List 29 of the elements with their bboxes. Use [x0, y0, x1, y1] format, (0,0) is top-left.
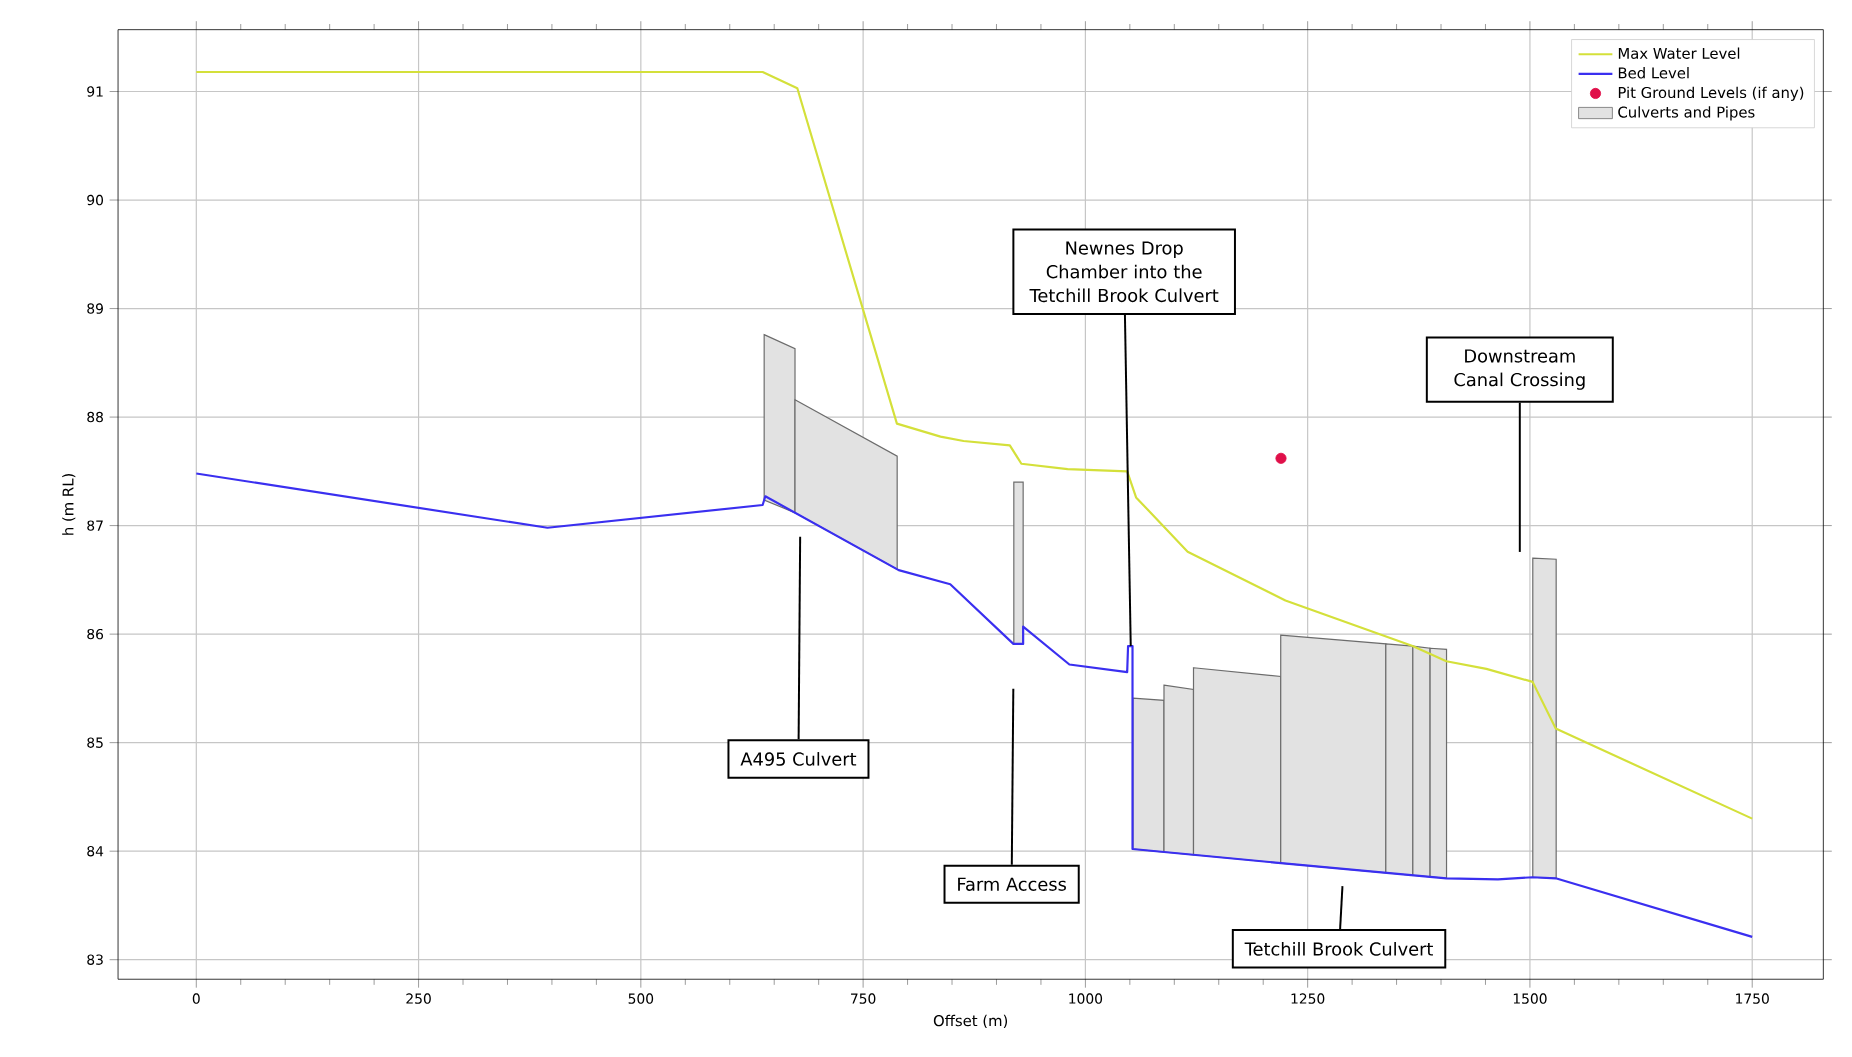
annotation: Tetchill Brook Culvert [1244, 941, 1433, 956]
x-tick-label: 500 [628, 993, 654, 1004]
y-tick-label: 88 [87, 411, 103, 423]
x-axis-title: Offset (m) [933, 1014, 1008, 1028]
annotation: A495 Culvert [740, 751, 857, 766]
line-series [195, 472, 1754, 938]
y-tick-label: 90 [87, 194, 104, 206]
x-tick-label: 1000 [1069, 993, 1103, 1004]
y-tick-label: 86 [87, 628, 104, 640]
x-tick-label: 250 [406, 993, 431, 1004]
y-tick-label: 89 [87, 303, 103, 314]
y-tick-label: 84 [87, 845, 104, 857]
legend-label: Culverts and Pipes [1618, 106, 1755, 121]
legend-label: Pit Ground Levels (if any) [1618, 86, 1804, 101]
x-tick-label: 0 [192, 993, 200, 1004]
y-tick-label: 91 [87, 86, 103, 97]
y-tick-label: 85 [87, 737, 103, 748]
annotation: Newnes Drop Chamber into the Tetchill Brook Culvert [1029, 241, 1219, 302]
legend-label: Max Water Level [1618, 47, 1740, 59]
legend-label: Bed Level [1618, 66, 1689, 79]
x-tick-label: 1250 [1291, 993, 1325, 1004]
x-tick-label: 750 [851, 993, 876, 1004]
y-tick-label: 83 [87, 954, 103, 965]
annotation: Farm Access [958, 877, 1066, 891]
x-tick-label: 1750 [1736, 993, 1769, 1004]
x-tick-label: 1500 [1513, 993, 1547, 1004]
y-axis-title: h (m RL) [62, 473, 76, 535]
y-tick-label: 87 [87, 520, 103, 531]
annotation: Downstream Canal Crossing [1454, 349, 1585, 390]
